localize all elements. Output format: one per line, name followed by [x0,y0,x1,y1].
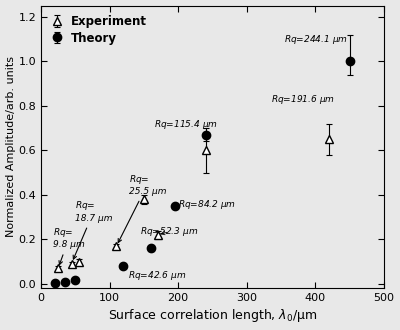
Text: $Rq$=115.4 μm: $Rq$=115.4 μm [154,118,218,131]
Legend: Experiment, Theory: Experiment, Theory [47,12,150,48]
Text: $Rq$=42.6 μm: $Rq$=42.6 μm [128,270,186,282]
X-axis label: Surface correlation length, $\lambda_0$/μm: Surface correlation length, $\lambda_0$/… [108,308,317,324]
Y-axis label: Normalized Amplitude/arb. units: Normalized Amplitude/arb. units [6,56,16,238]
Text: $Rq$=244.1 μm: $Rq$=244.1 μm [284,33,348,46]
Text: $Rq$=84.2 μm: $Rq$=84.2 μm [178,198,236,212]
Text: $Rq$=
18.7 μm: $Rq$= 18.7 μm [73,199,113,259]
Text: $Rq$=
25.5 μm: $Rq$= 25.5 μm [118,173,166,243]
Text: $Rq$=
9.8 μm: $Rq$= 9.8 μm [53,226,85,265]
Text: $Rq$=191.6 μm: $Rq$=191.6 μm [271,93,335,106]
Text: $Rq$=52.3 μm: $Rq$=52.3 μm [140,225,199,238]
